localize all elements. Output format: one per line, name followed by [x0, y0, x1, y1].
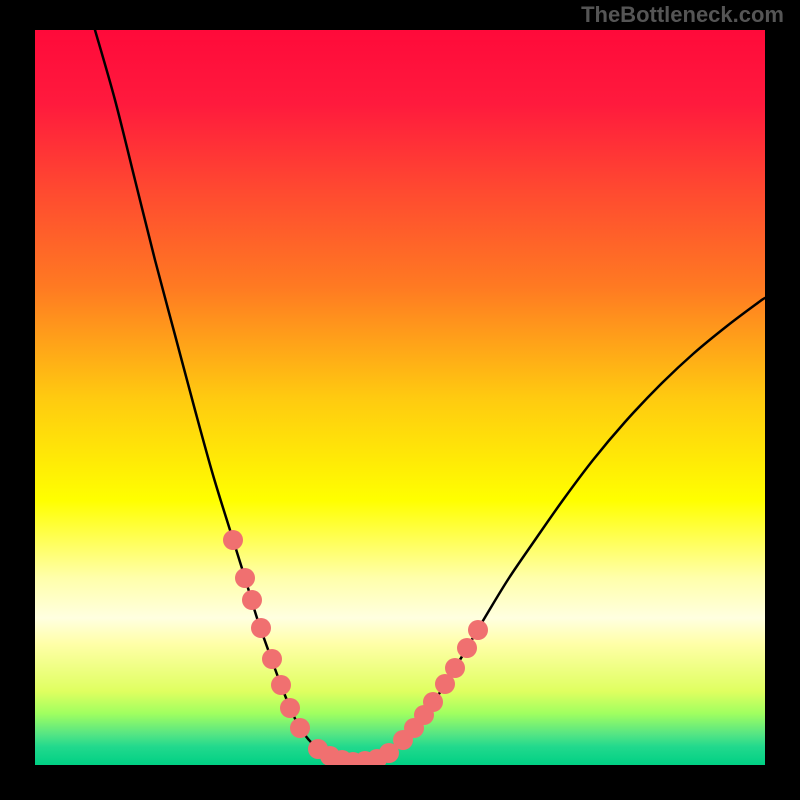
- data-point: [223, 530, 243, 550]
- plot-area: [35, 30, 765, 765]
- chart-container: TheBottleneck.com: [0, 0, 800, 800]
- data-point: [235, 568, 255, 588]
- data-point: [445, 658, 465, 678]
- data-point: [290, 718, 310, 738]
- data-point: [271, 675, 291, 695]
- data-point: [262, 649, 282, 669]
- data-point: [423, 692, 443, 712]
- data-point: [242, 590, 262, 610]
- gradient-background: [35, 30, 765, 765]
- data-point: [251, 618, 271, 638]
- watermark-text: TheBottleneck.com: [581, 2, 784, 28]
- data-point: [457, 638, 477, 658]
- plot-svg: [35, 30, 765, 765]
- data-point: [280, 698, 300, 718]
- data-point: [468, 620, 488, 640]
